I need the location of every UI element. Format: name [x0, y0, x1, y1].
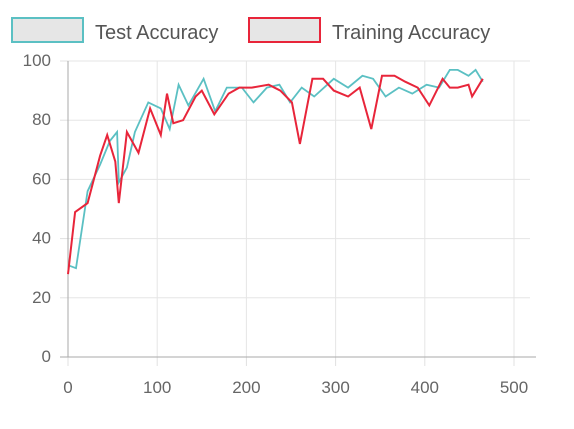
y-tick-label: 80	[32, 110, 51, 129]
series-lines	[67, 68, 484, 275]
x-tick-label: 400	[411, 378, 439, 397]
x-tick-label: 100	[143, 378, 171, 397]
y-tick-label: 60	[32, 169, 51, 188]
tick-labels: 0 20 40 60 80 100 0 100 200 300 400 500	[23, 51, 529, 397]
legend: Test Accuracy Training Accuracy	[11, 17, 490, 44]
x-tick-label: 300	[321, 378, 349, 397]
y-tick-label: 20	[32, 288, 51, 307]
grid	[68, 60, 530, 357]
series-line-training-accuracy	[67, 74, 484, 275]
legend-label[interactable]: Training Accuracy	[332, 22, 490, 44]
y-tick-label: 40	[32, 229, 51, 248]
x-tick-label: 0	[63, 378, 72, 397]
axes	[60, 60, 536, 366]
legend-swatch[interactable]	[11, 17, 84, 43]
x-tick-label: 500	[500, 378, 528, 397]
legend-swatch[interactable]	[248, 17, 321, 43]
legend-label[interactable]: Test Accuracy	[95, 22, 218, 44]
y-tick-label: 0	[42, 347, 51, 366]
x-tick-label: 200	[232, 378, 260, 397]
y-tick-label: 100	[23, 51, 51, 70]
series-line-test-accuracy	[67, 68, 484, 270]
